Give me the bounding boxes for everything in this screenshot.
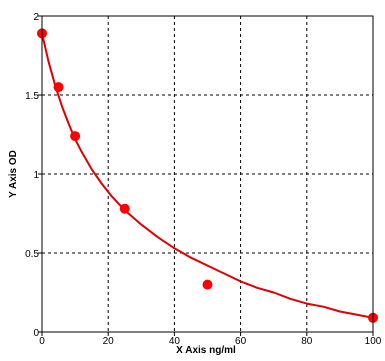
curve-layer bbox=[41, 33, 374, 319]
x-tick-label-0: 0 bbox=[39, 336, 45, 347]
data-point-4 bbox=[202, 279, 213, 290]
y-tick-label-1: 1 bbox=[33, 170, 39, 181]
y-tick-label-0: 0 bbox=[33, 328, 39, 339]
x-tick-label-100: 100 bbox=[365, 336, 382, 347]
x-tick-label-40: 40 bbox=[169, 336, 181, 347]
points-layer bbox=[37, 28, 378, 323]
y-axis-title: Y Axis OD bbox=[8, 150, 19, 198]
y-tick-label-0-5: 0.5 bbox=[25, 249, 39, 260]
tick-layer: 0 20 40 60 80 100 0 0.5 1 1.5 2 bbox=[25, 12, 382, 347]
x-tick-label-20: 20 bbox=[103, 336, 115, 347]
data-point-2 bbox=[70, 131, 81, 142]
fit-curve bbox=[41, 33, 374, 319]
y-tick-label-2: 2 bbox=[33, 12, 39, 23]
y-tick-label-1-5: 1.5 bbox=[25, 91, 39, 102]
x-tick-label-80: 80 bbox=[301, 336, 313, 347]
data-point-3 bbox=[119, 203, 130, 214]
x-tick-label-60: 60 bbox=[235, 336, 247, 347]
data-point-1 bbox=[53, 82, 64, 93]
x-axis-title: X Axis ng/ml bbox=[176, 345, 236, 356]
grid-layer bbox=[42, 16, 373, 332]
